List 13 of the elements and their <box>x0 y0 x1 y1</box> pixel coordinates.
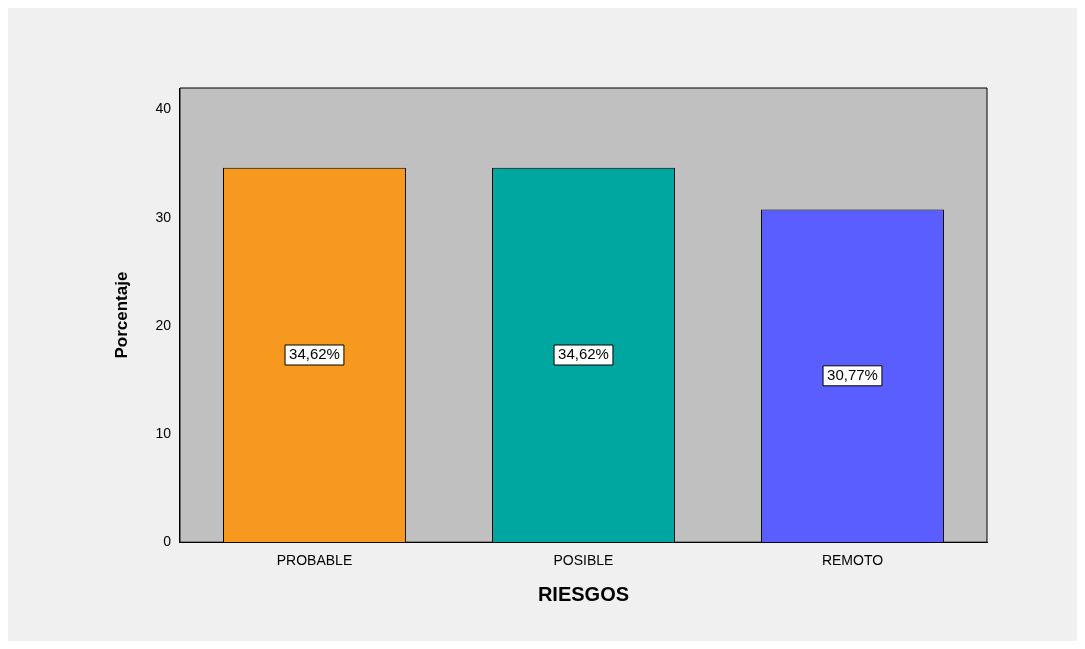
y-tick-label: 40 <box>155 100 172 117</box>
x-tick-label: POSIBLE <box>553 552 614 569</box>
x-axis-title: RIESGOS <box>537 582 630 605</box>
x-tick-label: REMOTO <box>821 552 884 569</box>
y-tick-label: 30 <box>155 208 172 225</box>
y-tick-label: 10 <box>155 424 172 441</box>
data-label: 34,62% <box>289 345 340 363</box>
y-axis-title: Porcentaje <box>111 271 131 359</box>
data-label: 30,77% <box>827 365 878 383</box>
data-label: 34,62% <box>558 345 609 363</box>
y-tick-label: 20 <box>155 316 172 333</box>
y-tick-label: 0 <box>163 533 172 550</box>
x-tick-label: PROBABLE <box>276 552 353 569</box>
